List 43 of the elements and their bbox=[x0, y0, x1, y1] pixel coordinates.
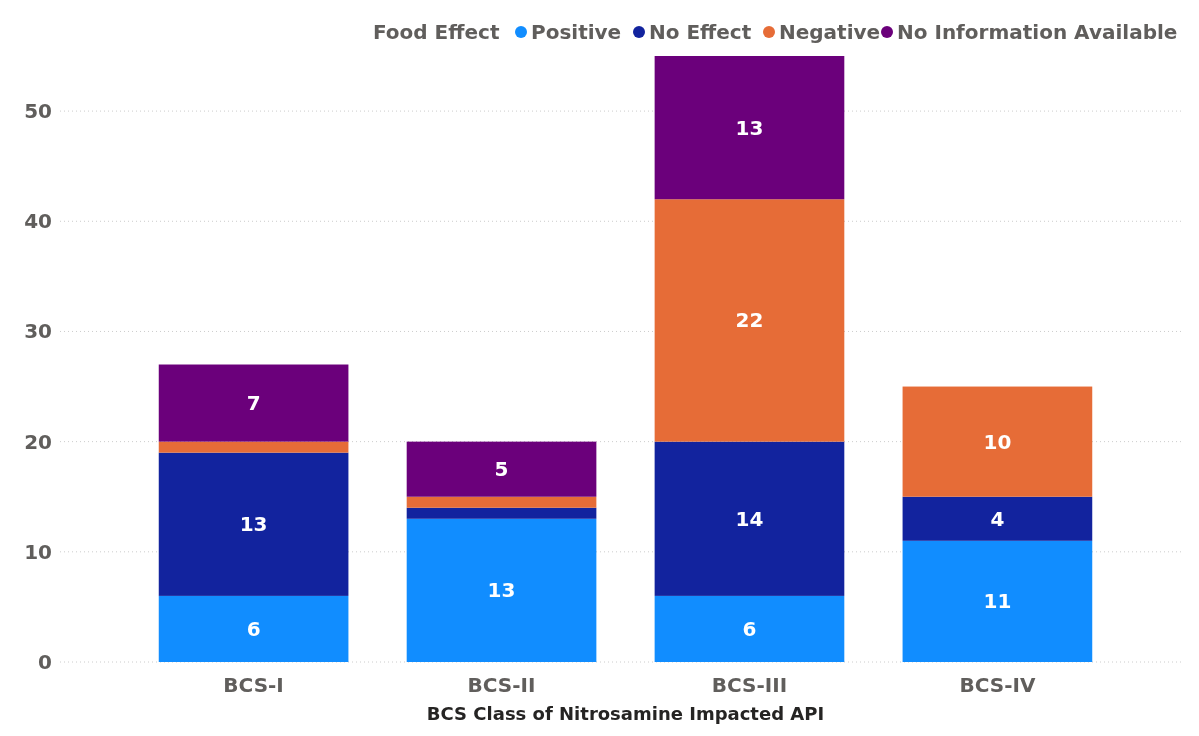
data-label: 13 bbox=[735, 115, 764, 140]
legend-label: No Effect bbox=[649, 20, 752, 44]
y-tick-label: 50 bbox=[24, 99, 52, 124]
bar bbox=[902, 496, 1093, 541]
data-label: 4 bbox=[990, 506, 1005, 531]
data-label: 14 bbox=[735, 506, 764, 531]
y-tick-label: 30 bbox=[24, 319, 52, 344]
bar bbox=[406, 441, 597, 497]
legend-label: Positive bbox=[531, 20, 622, 44]
y-tick-label: 40 bbox=[24, 209, 52, 234]
bar bbox=[654, 199, 845, 442]
legend-label: Negative bbox=[779, 20, 881, 44]
data-label: 6 bbox=[742, 616, 757, 641]
bar bbox=[654, 595, 845, 662]
data-label: 7 bbox=[246, 391, 261, 416]
data-label: 10 bbox=[983, 429, 1012, 454]
legend-label: No Information Available bbox=[897, 20, 1178, 44]
data-label: 5 bbox=[494, 457, 509, 482]
data-label: 22 bbox=[735, 308, 764, 333]
bar bbox=[158, 595, 349, 662]
legend-title: Food Effect bbox=[373, 20, 500, 44]
x-tick-label: BCS-IV bbox=[959, 673, 1036, 697]
x-tick-label: BCS-III bbox=[711, 673, 788, 697]
x-tick-label: BCS-I bbox=[223, 673, 284, 697]
bar bbox=[158, 364, 349, 442]
data-label: 11 bbox=[983, 589, 1012, 614]
bar bbox=[158, 441, 349, 453]
data-label: 13 bbox=[239, 512, 268, 537]
y-tick-label: 20 bbox=[24, 429, 52, 454]
x-axis-title: BCS Class of Nitrosamine Impacted API bbox=[426, 703, 825, 724]
bar bbox=[902, 540, 1093, 662]
data-label: 13 bbox=[487, 578, 516, 603]
bar bbox=[406, 507, 597, 519]
bar bbox=[406, 496, 597, 508]
bar bbox=[158, 452, 349, 596]
data-label: 6 bbox=[246, 616, 261, 641]
bar bbox=[654, 441, 845, 596]
bar bbox=[406, 518, 597, 662]
bar bbox=[902, 386, 1093, 497]
x-tick-label: BCS-II bbox=[467, 673, 536, 697]
y-tick-label: 10 bbox=[24, 539, 52, 564]
bar bbox=[654, 56, 845, 200]
y-tick-label: 0 bbox=[38, 650, 52, 674]
